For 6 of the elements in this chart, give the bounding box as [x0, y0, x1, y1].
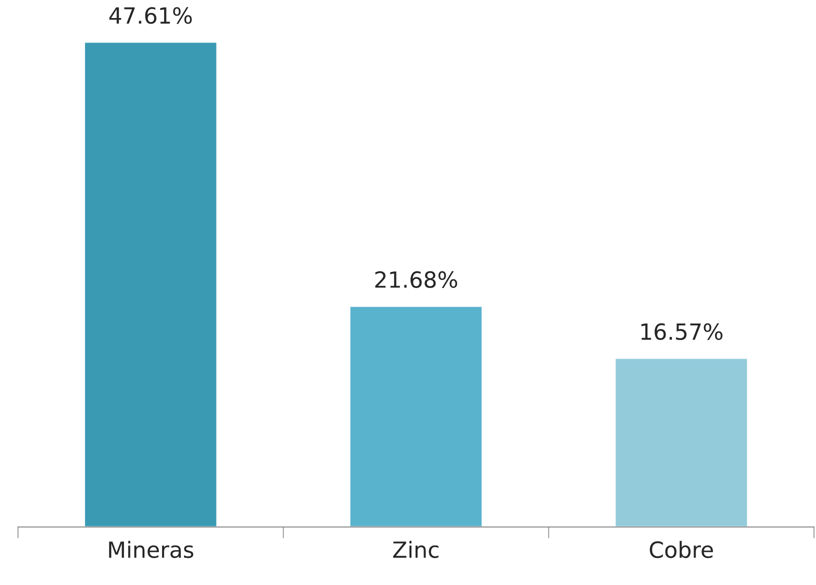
x-tick-label: Mineras [109, 540, 194, 558]
x-tick-label: Zinc [393, 540, 438, 558]
x-tick-label: Cobre [650, 540, 713, 558]
data-label: 47.61% [109, 7, 192, 24]
data-label: 21.68% [375, 271, 458, 288]
data-label: 16.57% [641, 323, 722, 340]
